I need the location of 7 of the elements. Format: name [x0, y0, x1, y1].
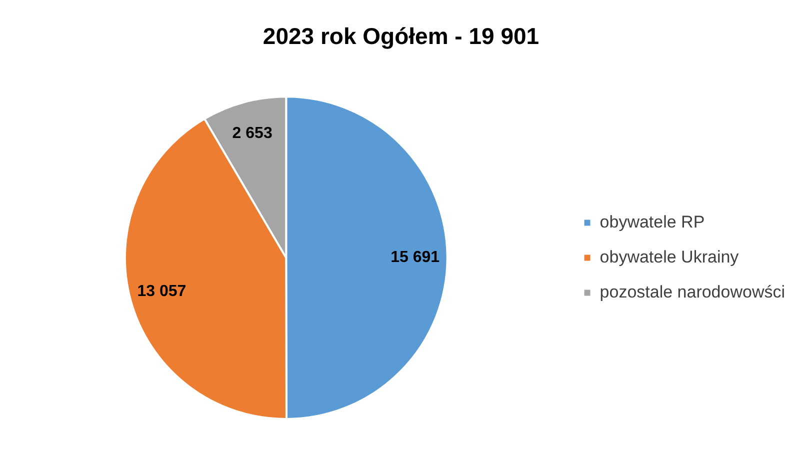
data-label: 15 691: [390, 249, 440, 266]
data-label: 2 653: [232, 124, 272, 142]
legend-label: pozostale narodowowści: [600, 282, 786, 302]
data-label: 13 057: [137, 283, 186, 300]
legend-label: obywatele Ukrainy: [600, 247, 740, 266]
legend-label: obywatele RP: [600, 212, 705, 232]
chart-title: 2023 rok Ogółem - 19 901: [262, 23, 540, 50]
